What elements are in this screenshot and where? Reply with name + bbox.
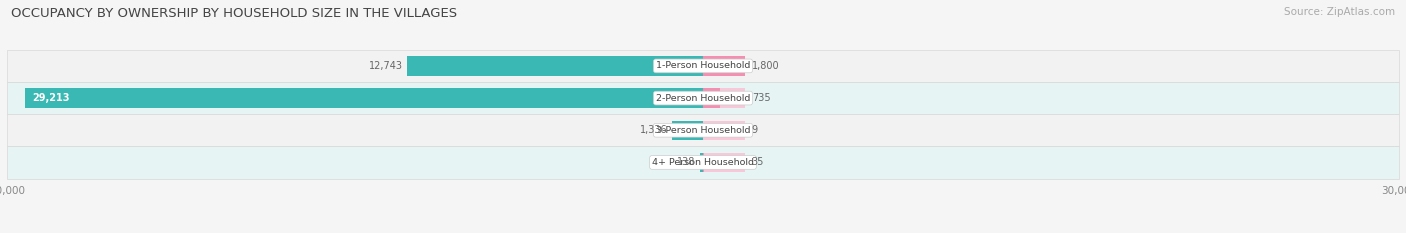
Text: 735: 735 [752, 93, 770, 103]
Text: 12,743: 12,743 [368, 61, 402, 71]
Text: 9: 9 [752, 125, 758, 135]
Bar [672, 121, 703, 140]
Bar [7, 114, 1399, 146]
Bar [703, 89, 720, 108]
Bar [408, 56, 703, 75]
Bar [703, 56, 745, 75]
Bar [25, 89, 703, 108]
Bar [703, 121, 745, 140]
Bar [7, 82, 1399, 114]
Bar [703, 56, 745, 75]
Text: 3-Person Household: 3-Person Household [655, 126, 751, 135]
Bar [7, 50, 1399, 82]
Text: 1,336: 1,336 [640, 125, 668, 135]
Bar [703, 153, 745, 172]
Text: Source: ZipAtlas.com: Source: ZipAtlas.com [1284, 7, 1395, 17]
Text: 2-Person Household: 2-Person Household [655, 94, 751, 103]
Text: 4+ Person Household: 4+ Person Household [652, 158, 754, 167]
Bar [7, 146, 1399, 178]
Bar [703, 89, 745, 108]
Text: 138: 138 [676, 158, 695, 168]
Text: 35: 35 [752, 158, 763, 168]
Text: 1,800: 1,800 [752, 61, 779, 71]
Text: 1-Person Household: 1-Person Household [655, 62, 751, 70]
Text: OCCUPANCY BY OWNERSHIP BY HOUSEHOLD SIZE IN THE VILLAGES: OCCUPANCY BY OWNERSHIP BY HOUSEHOLD SIZE… [11, 7, 457, 20]
Text: 29,213: 29,213 [32, 93, 70, 103]
Bar [700, 153, 703, 172]
